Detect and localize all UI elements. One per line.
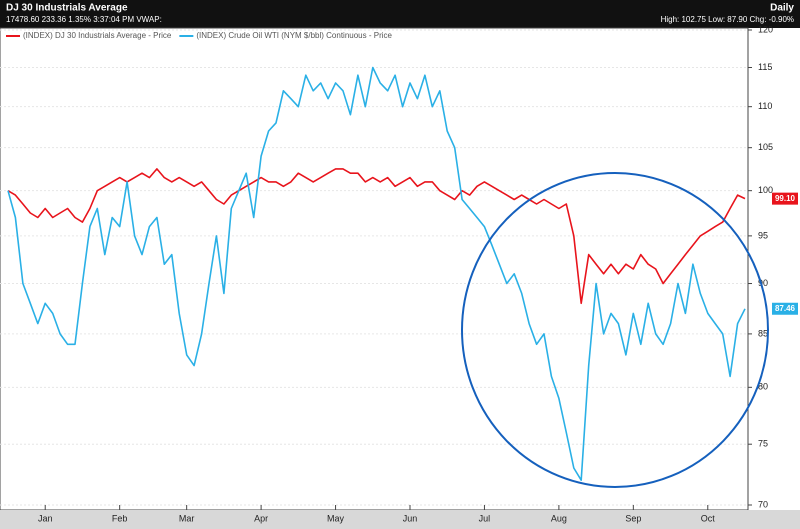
series-line <box>7 168 746 305</box>
y-tick-label: 95 <box>758 230 768 240</box>
x-tick-label: Aug <box>551 513 567 523</box>
last-value-label: 87.46 <box>775 304 796 313</box>
header-bar <box>0 0 800 28</box>
x-tick-label: Apr <box>254 513 268 523</box>
period: Daily <box>770 3 794 14</box>
x-tick-label: Feb <box>112 513 128 523</box>
y-tick-label: 120 <box>758 24 773 34</box>
legend-label: (INDEX) DJ 30 Industrials Average - Pric… <box>23 31 172 40</box>
last-value-badge <box>772 192 798 205</box>
y-tick-label: 75 <box>758 439 768 449</box>
y-tick-label: 90 <box>758 278 768 288</box>
chart-title: DJ 30 Industrials Average <box>6 3 128 14</box>
x-tick-label: Jul <box>479 513 491 523</box>
stats: High: 102.75 Low: 87.90 Chg: -0.90% <box>661 15 794 24</box>
badges: 99.10 87.46 <box>772 192 798 315</box>
x-tick-label: Sep <box>625 513 641 523</box>
y-tick-label: 110 <box>758 101 772 111</box>
legend-label: (INDEX) Crude Oil WTI (NYM $/bbl) Contin… <box>196 31 392 40</box>
annotation-circle <box>461 172 769 488</box>
y-tick-label: 100 <box>758 185 773 195</box>
x-axis-band <box>0 510 800 529</box>
last-value-label: 99.10 <box>775 194 796 203</box>
y-tick-label: 70 <box>758 499 768 509</box>
last-value-badge <box>772 302 798 315</box>
y-tick-label: 115 <box>758 62 772 72</box>
x-tick-label: Mar <box>179 513 195 523</box>
plot-area <box>0 27 749 511</box>
chart-subtitle: 17478.60 233.36 1.35% 3:37:04 PM VWAP: <box>6 15 162 24</box>
y-tick-label: 85 <box>758 328 768 338</box>
plot: 70 75 80 85 90 95 100 105 110 115 120 Jan Feb Mar Apr M… <box>0 24 773 523</box>
series-line <box>7 66 746 481</box>
x-tick-label: May <box>327 513 345 523</box>
y-tick-label: 80 <box>758 382 768 392</box>
y-tick-label: 105 <box>758 142 773 152</box>
legend: (INDEX) DJ 30 Industrials Average - Pric… <box>6 31 393 40</box>
x-tick-label: Jan <box>38 513 53 523</box>
x-tick-label: Oct <box>701 513 716 523</box>
x-tick-label: Jun <box>403 513 418 523</box>
